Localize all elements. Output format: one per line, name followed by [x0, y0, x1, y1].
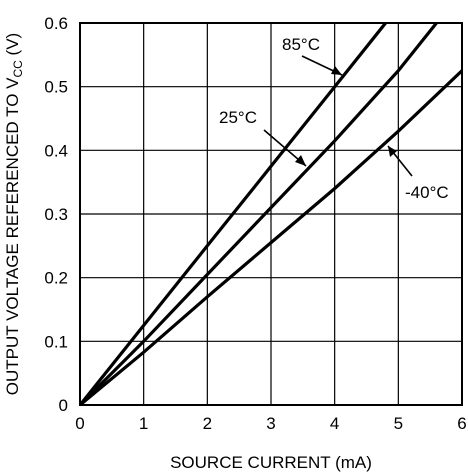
y-tick-label-1: 0.1: [44, 332, 68, 351]
annotation-25c-arrowhead: [295, 155, 306, 166]
series-line-minus40c: [80, 69, 462, 405]
series-lines: [80, 23, 462, 405]
y-tick-label-5: 0.5: [44, 78, 68, 97]
annotation-minus40c-arrowhead: [388, 146, 397, 157]
x-tick-label-4: 4: [330, 414, 339, 433]
annotation-85c: 85°C: [282, 35, 343, 76]
y-tick-label-3: 0.3: [44, 205, 68, 224]
x-tick-labels: 0 1 2 3 4 5 6: [75, 414, 466, 433]
x-tick-label-3: 3: [266, 414, 275, 433]
x-axis-label: SOURCE CURRENT (mA): [170, 453, 372, 472]
y-axis-label-prefix: OUTPUT VOLTAGE REFERENCED TO V: [3, 77, 22, 395]
y-axis-label-subscript: CC: [11, 60, 25, 78]
y-tick-label-2: 0.2: [44, 269, 68, 288]
x-tick-label-0: 0: [75, 414, 84, 433]
plot-frame: [79, 22, 463, 406]
x-tick-label-5: 5: [394, 414, 403, 433]
annotation-85c-arrowhead: [331, 66, 342, 75]
y-tick-label-4: 0.4: [44, 141, 68, 160]
annotation-85c-label: 85°C: [282, 35, 320, 54]
y-axis-label: OUTPUT VOLTAGE REFERENCED TO VCC (V): [3, 33, 25, 395]
x-tick-label-1: 1: [139, 414, 148, 433]
y-tick-label-0: 0: [59, 396, 68, 415]
annotation-25c-label: 25°C: [219, 108, 257, 127]
annotation-minus40c: -40°C: [387, 145, 449, 202]
x-tick-label-2: 2: [203, 414, 212, 433]
annotation-25c: 25°C: [219, 108, 307, 167]
y-axis-label-suffix: (V): [3, 33, 22, 60]
series-line-25c: [80, 23, 439, 405]
series-line-85c: [80, 23, 388, 405]
x-tick-label-6: 6: [457, 414, 466, 433]
annotation-minus40c-label: -40°C: [405, 183, 449, 202]
y-tick-labels: 0 0.1 0.2 0.3 0.4 0.5 0.6: [44, 14, 68, 415]
y-tick-label-6: 0.6: [44, 14, 68, 33]
